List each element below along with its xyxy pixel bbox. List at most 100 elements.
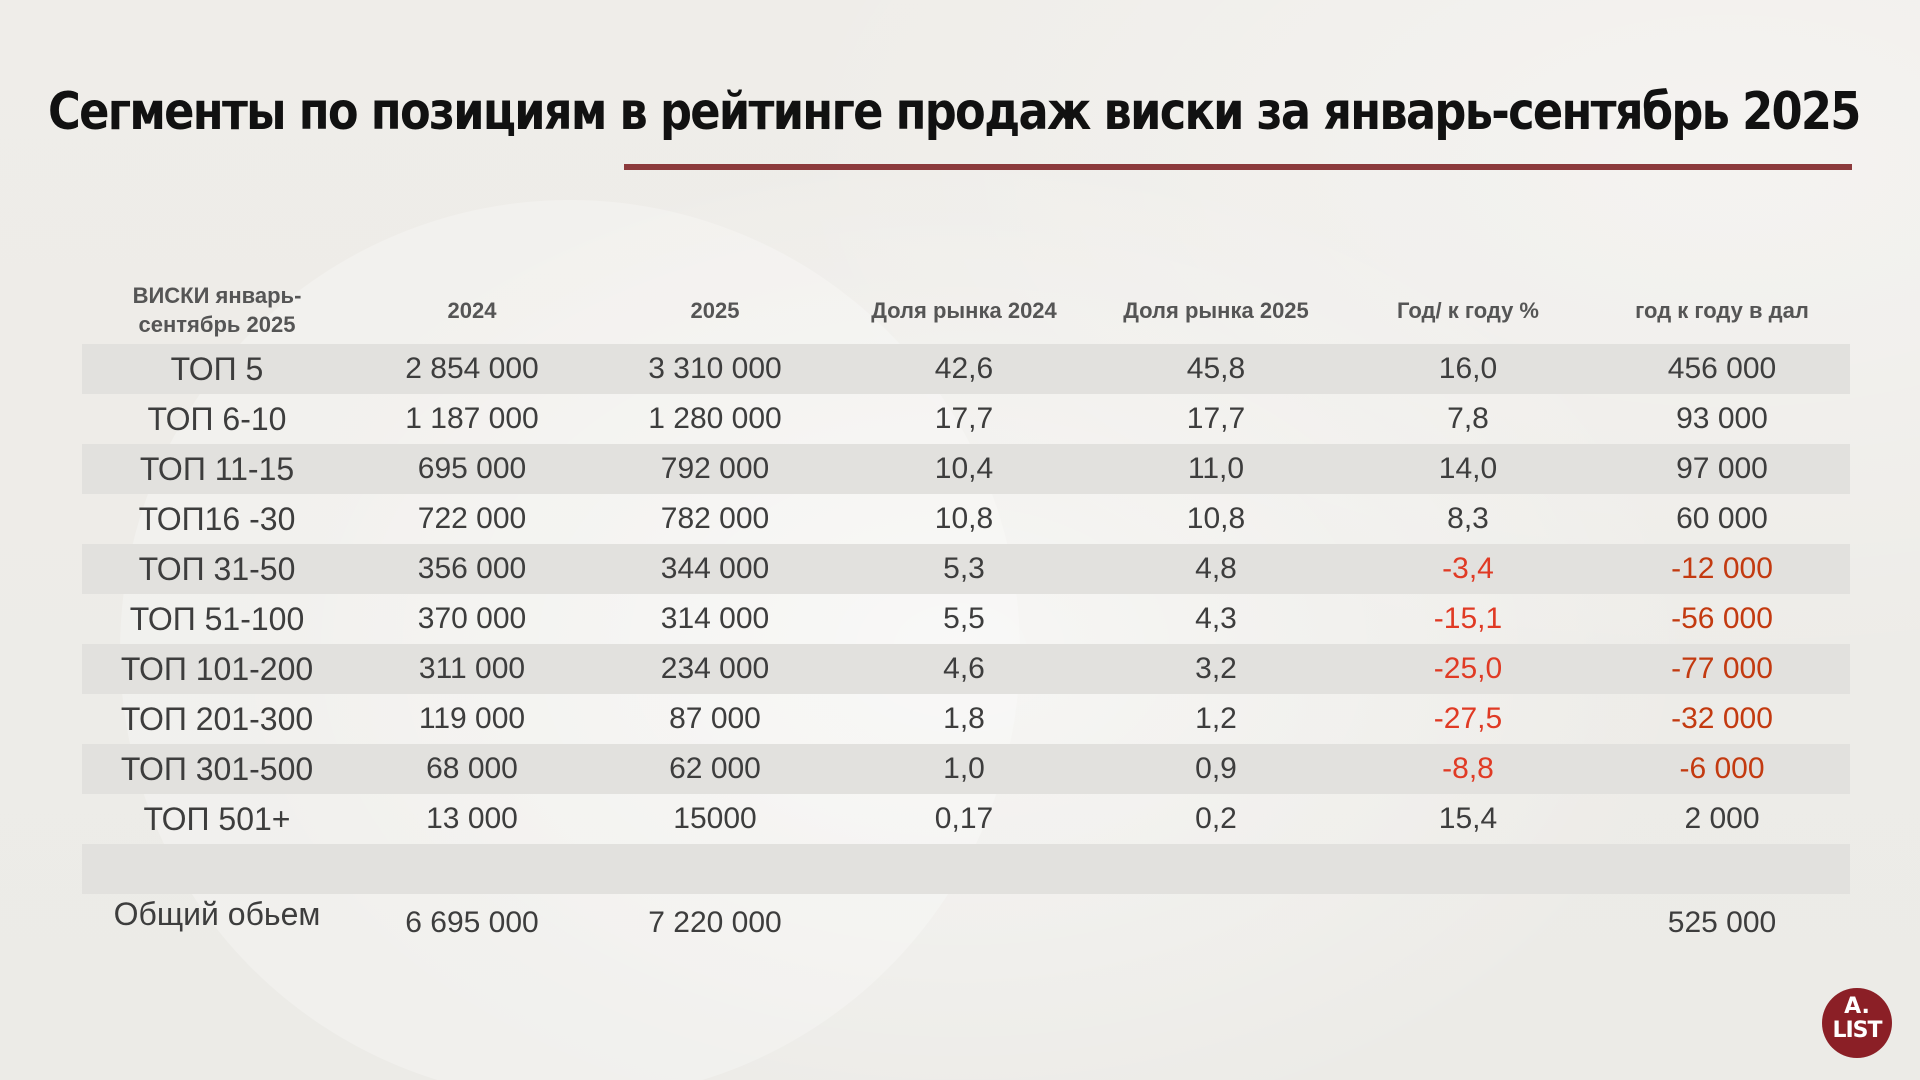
header-yoy-percent: Год/ к году %: [1396, 297, 1539, 323]
empty-cell: [1342, 844, 1594, 894]
value-2024-cell: 13 000: [426, 802, 518, 835]
segment-cell: ТОП 301-500: [82, 744, 352, 794]
header-share-2024: Доля рынка 2024: [871, 297, 1057, 323]
logo-line1: A.: [1844, 994, 1870, 1019]
empty-cell: [838, 894, 1090, 952]
share-2025-cell: 0,2: [1195, 802, 1237, 835]
title-underline: [624, 164, 1852, 170]
yoy-percent-cell: -8,8: [1342, 744, 1594, 794]
share-2024-cell: 1,0: [838, 744, 1090, 794]
yoy-dal-cell: 456 000: [1594, 344, 1850, 394]
table-row: ТОП 5 2 854 000 3 310 000 42,6 45,8 16,0…: [82, 344, 1850, 394]
yoy-dal-cell: -32 000: [1671, 702, 1773, 735]
yoy-dal-cell: -6 000: [1594, 744, 1850, 794]
segment-cell: ТОП 501+: [143, 800, 291, 837]
segment-cell: ТОП 11-15: [82, 444, 352, 494]
empty-cell: [1090, 844, 1342, 894]
header-share-2025: Доля рынка 2025: [1123, 297, 1309, 323]
yoy-dal-cell: -56 000: [1671, 602, 1773, 635]
segment-cell: ТОП 31-50: [82, 544, 352, 594]
share-2025-cell: 0,9: [1090, 744, 1342, 794]
share-2024-cell: 10,8: [934, 502, 994, 535]
value-2025-cell: 3 310 000: [592, 344, 838, 394]
total-row: Общий обьем 6 695 000 7 220 000 525 000: [82, 894, 1850, 952]
share-2025-cell: 1,2: [1195, 702, 1237, 735]
share-2024-cell: 0,17: [934, 802, 994, 835]
alist-logo: A. LIST: [1822, 988, 1892, 1058]
header-2024: 2024: [447, 297, 497, 323]
share-2024-cell: 42,6: [838, 344, 1090, 394]
segments-table: ВИСКИ январь- сентябрь 2025 2024 2025 До…: [82, 276, 1850, 952]
segment-cell: ТОП 5: [82, 344, 352, 394]
segment-cell: ТОП 101-200: [82, 644, 352, 694]
empty-cell: [1090, 894, 1342, 952]
share-2025-cell: 45,8: [1090, 344, 1342, 394]
share-2024-cell: 5,3: [838, 544, 1090, 594]
table-row: ТОП 6-10 1 187 000 1 280 000 17,7 17,7 7…: [82, 394, 1850, 444]
total-2024-cell: 6 695 000: [405, 906, 539, 939]
share-2024-cell: 1,8: [943, 702, 985, 735]
share-2025-cell: 10,8: [1186, 502, 1246, 535]
logo-line2: LIST: [1832, 1018, 1882, 1043]
yoy-dal-cell: -77 000: [1594, 644, 1850, 694]
yoy-percent-cell: 7,8: [1447, 402, 1489, 435]
table-row: ТОП 101-200 311 000 234 000 4,6 3,2 -25,…: [82, 644, 1850, 694]
share-2025-cell: 4,8: [1090, 544, 1342, 594]
value-2025-cell: 782 000: [660, 502, 770, 535]
value-2025-cell: 1 280 000: [648, 402, 782, 435]
header-yoy-dal: год к году в дал: [1635, 297, 1809, 323]
table-row: ТОП 51-100 370 000 314 000 5,5 4,3 -15,1…: [82, 594, 1850, 644]
header-segment-line2: сентябрь 2025: [138, 312, 296, 337]
total-2025-cell: 7 220 000: [648, 906, 782, 939]
table-row: ТОП 301-500 68 000 62 000 1,0 0,9 -8,8 -…: [82, 744, 1850, 794]
table-row: ТОП 11-15 695 000 792 000 10,4 11,0 14,0…: [82, 444, 1850, 494]
yoy-percent-cell: 15,4: [1438, 802, 1498, 835]
value-2025-cell: 62 000: [592, 744, 838, 794]
yoy-dal-cell: 60 000: [1676, 502, 1768, 535]
yoy-dal-cell: -12 000: [1594, 544, 1850, 594]
total-label-cell: Общий обьем: [113, 896, 321, 932]
value-2024-cell: 1 187 000: [405, 402, 539, 435]
share-2024-cell: 17,7: [934, 402, 994, 435]
total-yoy-dal-cell: 525 000: [1667, 906, 1777, 939]
empty-cell: [1594, 844, 1850, 894]
share-2024-cell: 5,5: [943, 602, 985, 635]
yoy-percent-cell: 16,0: [1342, 344, 1594, 394]
table-row-empty: [82, 844, 1850, 894]
table-row: ТОП 31-50 356 000 344 000 5,3 4,8 -3,4 -…: [82, 544, 1850, 594]
header-segment-line1: ВИСКИ январь-: [132, 283, 302, 308]
yoy-percent-cell: -15,1: [1433, 602, 1503, 635]
empty-cell: [352, 844, 592, 894]
segment-cell: ТОП 51-100: [129, 600, 305, 637]
value-2025-cell: 314 000: [660, 602, 770, 635]
value-2025-cell: 87 000: [669, 702, 761, 735]
share-2025-cell: 17,7: [1186, 402, 1246, 435]
table-row: ТОП 201-300 119 000 87 000 1,8 1,2 -27,5…: [82, 694, 1850, 744]
yoy-dal-cell: 93 000: [1676, 402, 1768, 435]
empty-cell: [1342, 894, 1594, 952]
yoy-percent-cell: 8,3: [1447, 502, 1489, 535]
header-segment: ВИСКИ январь- сентябрь 2025: [82, 276, 352, 344]
empty-cell: [82, 844, 352, 894]
value-2024-cell: 311 000: [352, 644, 592, 694]
yoy-percent-cell: -3,4: [1342, 544, 1594, 594]
yoy-dal-cell: 2 000: [1684, 802, 1760, 835]
yoy-percent-cell: -25,0: [1342, 644, 1594, 694]
segment-cell: ТОП 6-10: [147, 400, 287, 437]
value-2024-cell: 370 000: [417, 602, 527, 635]
segment-cell: ТОП16 -30: [138, 500, 296, 537]
yoy-percent-cell: 14,0: [1342, 444, 1594, 494]
value-2024-cell: 2 854 000: [352, 344, 592, 394]
share-2025-cell: 3,2: [1090, 644, 1342, 694]
empty-cell: [592, 844, 838, 894]
value-2025-cell: 344 000: [592, 544, 838, 594]
table-row: ТОП 501+ 13 000 15000 0,17 0,2 15,4 2 00…: [82, 794, 1850, 844]
share-2025-cell: 4,3: [1195, 602, 1237, 635]
page-title: Сегменты по позициям в рейтинге продаж в…: [48, 82, 1861, 142]
share-2024-cell: 10,4: [838, 444, 1090, 494]
value-2024-cell: 722 000: [417, 502, 527, 535]
value-2024-cell: 119 000: [418, 702, 526, 735]
value-2025-cell: 234 000: [592, 644, 838, 694]
table-header-row: ВИСКИ январь- сентябрь 2025 2024 2025 До…: [82, 276, 1850, 344]
